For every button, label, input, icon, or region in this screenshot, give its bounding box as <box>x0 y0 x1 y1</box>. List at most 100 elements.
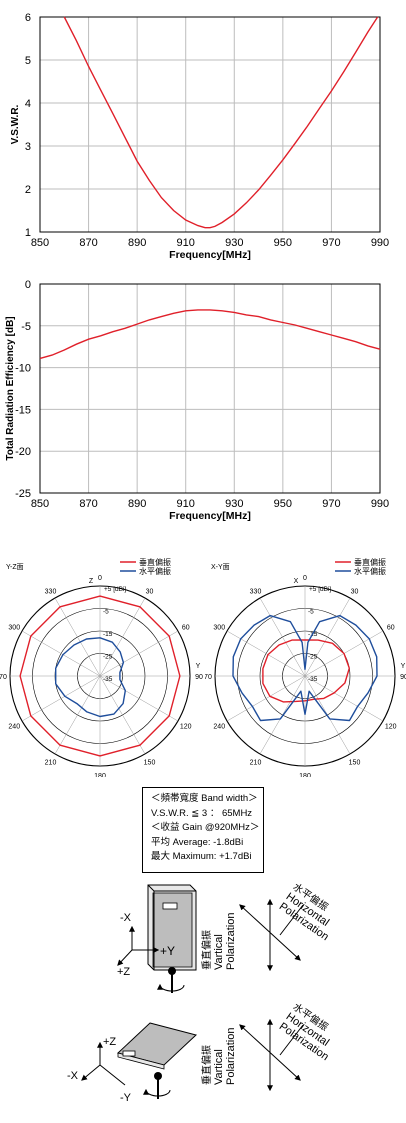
ring-label: -5 <box>103 609 109 616</box>
plot-area <box>39 16 381 233</box>
axis-plus-z-arrow <box>117 949 133 966</box>
polar-spoke <box>21 675 101 722</box>
legend-label: 垂直偏振 <box>139 557 171 567</box>
plot-area <box>39 283 381 494</box>
polarization-arrows-1 <box>239 898 304 972</box>
rotation-stand-icon <box>157 967 185 993</box>
x-tick-label: 910 <box>177 498 195 510</box>
horizontal-polarization-label-2: 水平偏振 Horizontal Polarization <box>277 1000 331 1063</box>
y-tick-label: 2 <box>25 184 31 196</box>
ring-label: -25 <box>103 654 113 661</box>
axis-minus-x-label: -X <box>120 912 132 924</box>
angle-label: 60 <box>387 625 395 632</box>
spec-bandwidth-heading: ＜頻帯寬度 Band width＞ <box>151 793 258 804</box>
polar-title: X-Y面 <box>211 563 230 571</box>
polar-spoke <box>99 597 146 677</box>
angle-label: 300 <box>213 625 225 632</box>
plot-frame <box>39 283 381 494</box>
x-tick-label: 890 <box>128 498 146 510</box>
y-tick-label: 6 <box>25 12 31 24</box>
ring-label: +5 [dBi] <box>309 586 331 593</box>
polar-spoke <box>21 630 101 677</box>
axis-plus-z-label-2: +Z <box>103 1036 116 1048</box>
orientation-diagrams: -X +Y +Z 垂直偏振 Vartical Polarization 水平偏振… <box>67 880 331 1104</box>
legend-label: 水平偏振 <box>354 566 386 576</box>
angle-label: 240 <box>213 724 225 731</box>
polar-title: Y-Z面 <box>6 563 24 571</box>
polar-spoke <box>54 597 101 677</box>
legend-label: 水平偏振 <box>139 566 171 576</box>
ring-label: -35 <box>308 676 318 683</box>
x-tick-label: 990 <box>371 237 389 249</box>
x-tick-label: 990 <box>371 498 389 510</box>
y-tick-label: 3 <box>25 141 31 153</box>
x-tick-label: 870 <box>79 237 97 249</box>
polar-spoke <box>259 597 306 677</box>
x-tick-label: 970 <box>322 498 340 510</box>
y-tick-label: -20 <box>15 446 31 458</box>
rotation-stand-icon-2 <box>143 1072 171 1099</box>
spec-box: ＜頻帯寬度 Band width＞ V.S.W.R. ≦ 3 ： 65MHz ＜… <box>142 787 264 873</box>
angle-label: 180 <box>299 773 311 777</box>
y-tick-label: -5 <box>21 321 31 333</box>
diagram-flat: +Z -X -Y 垂直偏振 Vartical Polarization 水平偏振… <box>67 1000 331 1104</box>
x-tick-label: 930 <box>225 237 243 249</box>
angle-label: 0 <box>303 575 307 582</box>
x-tick-label: 950 <box>274 498 292 510</box>
angle-label: 330 <box>250 588 262 595</box>
angle-label: 90 <box>195 674 203 681</box>
antenna-device-standing <box>147 884 197 971</box>
svg-text:垂直偏振: 垂直偏振 <box>200 930 213 970</box>
horizontal-polarization-label: 水平偏振 Horizontal Polarization <box>277 880 331 943</box>
polar-spoke <box>226 630 306 677</box>
vswr-chart: 1 2 3 4 5 6 850 870 890 910 930 950 970 990 Frequency[… <box>10 12 389 261</box>
angle-label: 120 <box>180 724 192 731</box>
angle-label: 270 <box>205 674 212 681</box>
legend-label: 垂直偏振 <box>354 557 386 567</box>
polar-series <box>232 614 378 722</box>
axis-minus-x-arrow-2 <box>81 1064 101 1081</box>
x-tick-label: 950 <box>274 237 292 249</box>
angle-label: 300 <box>8 625 20 632</box>
angle-label: 90 <box>400 674 406 681</box>
axis-minus-x-label-2: -X <box>67 1070 79 1082</box>
y-tick-label: 1 <box>25 227 31 239</box>
diagram-standing: -X +Y +Z 垂直偏振 Vartical Polarization 水平偏振… <box>117 880 331 993</box>
x-tick-label: 910 <box>177 237 195 249</box>
series-line <box>39 309 381 360</box>
x-axis-label: Frequency[MHz] <box>169 249 251 261</box>
spec-vswr: V.S.W.R. ≦ 3 ： 65MHz <box>151 807 253 819</box>
angle-label: 210 <box>250 760 262 767</box>
vertical-polarization-label-2: 垂直偏振 Vartical Polarization <box>200 1028 237 1085</box>
x-axis-label: Frequency[MHz] <box>169 510 251 522</box>
angle-label: 180 <box>94 773 106 777</box>
angle-label: 210 <box>45 760 57 767</box>
ring-label: -25 <box>308 654 318 661</box>
polar-spoke <box>99 675 179 722</box>
angle-label: 60 <box>182 625 190 632</box>
plot-frame <box>39 16 381 233</box>
axis-plus-z-label: +Z <box>117 966 130 978</box>
angle-label: 270 <box>0 674 7 681</box>
spec-gain-heading: ＜收益 Gain @920MHz＞ <box>151 822 260 833</box>
polar-series <box>19 595 181 757</box>
polar-spoke <box>304 675 384 722</box>
x-tick-label: 930 <box>225 498 243 510</box>
axis-minus-y-line-2 <box>99 1064 126 1086</box>
svg-text:Vartical: Vartical <box>213 1049 225 1085</box>
y-tick-label: -15 <box>15 404 31 416</box>
x-tick-label: 850 <box>31 498 49 510</box>
x-tick-label: 850 <box>31 237 49 249</box>
spec-gain-maximum: 最大 Maximum: +1.7dBi <box>151 851 252 862</box>
polar-spoke <box>99 630 179 677</box>
axis-minus-y-label-2: -Y <box>120 1092 132 1104</box>
angle-label: 30 <box>351 588 359 595</box>
y-tick-label: -10 <box>15 363 31 375</box>
polar-spoke <box>304 597 351 677</box>
axis-label: Y <box>196 663 201 670</box>
x-tick-label: 970 <box>322 237 340 249</box>
angle-label: 0 <box>98 575 102 582</box>
angle-label: 120 <box>385 724 397 731</box>
